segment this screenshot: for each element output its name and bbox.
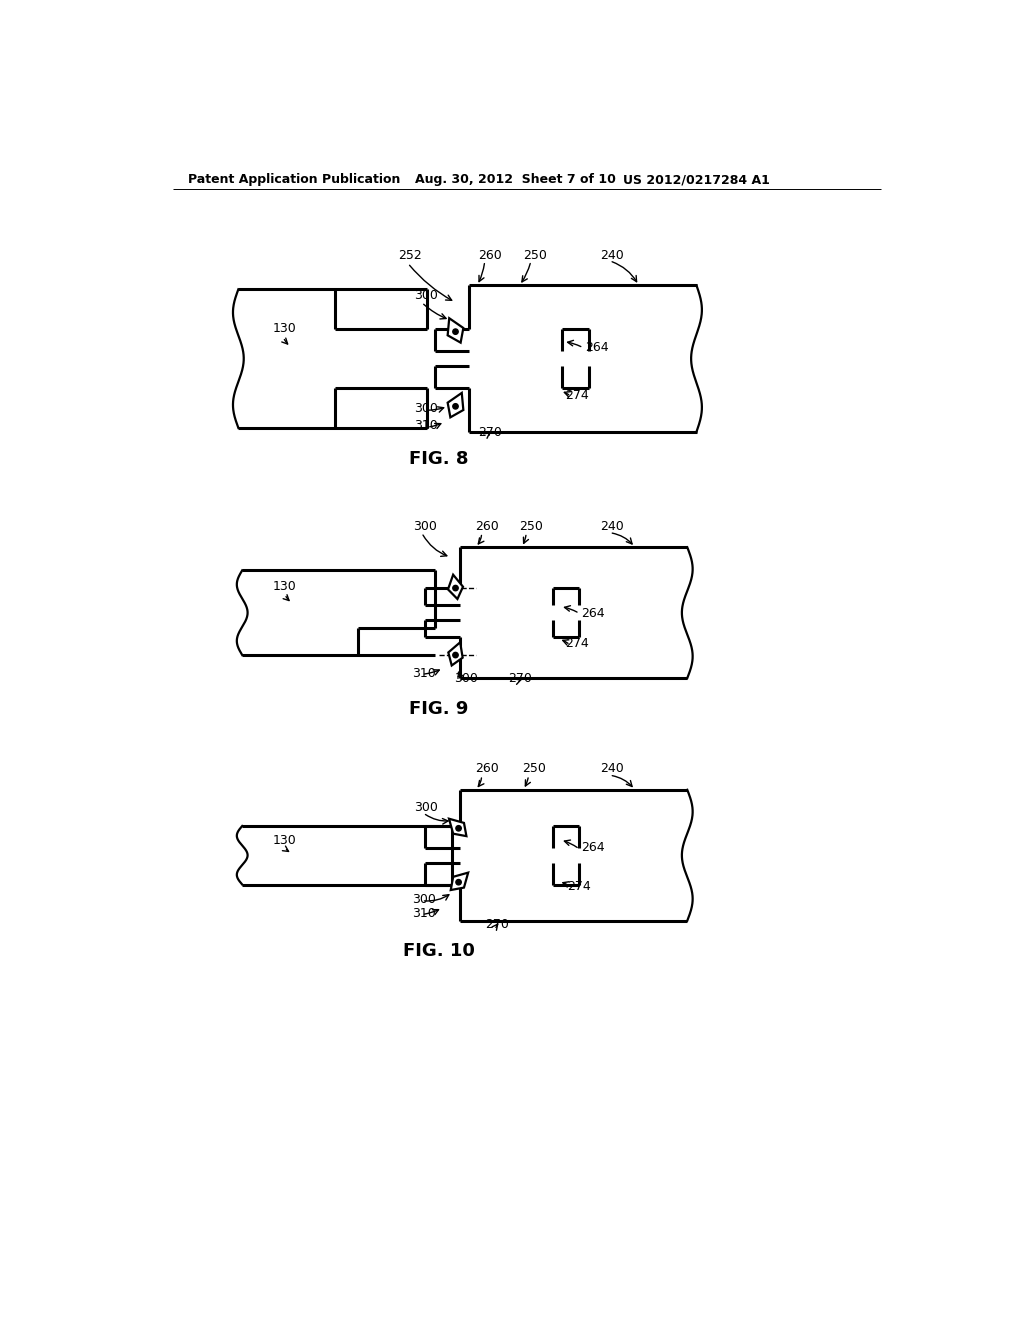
Polygon shape bbox=[447, 393, 463, 417]
Text: 250: 250 bbox=[521, 762, 546, 775]
Text: 260: 260 bbox=[475, 520, 500, 532]
Polygon shape bbox=[449, 643, 463, 665]
Polygon shape bbox=[447, 318, 463, 343]
Circle shape bbox=[453, 652, 458, 657]
Text: FIG. 9: FIG. 9 bbox=[409, 700, 468, 718]
Text: 240: 240 bbox=[600, 762, 624, 775]
Circle shape bbox=[453, 329, 458, 334]
Text: 130: 130 bbox=[273, 322, 297, 335]
Text: 250: 250 bbox=[523, 248, 547, 261]
Text: 264: 264 bbox=[581, 607, 604, 619]
Text: 250: 250 bbox=[519, 520, 544, 532]
Text: 300: 300 bbox=[454, 672, 478, 685]
Text: 252: 252 bbox=[398, 248, 422, 261]
Text: 240: 240 bbox=[600, 248, 624, 261]
Polygon shape bbox=[449, 818, 466, 836]
Text: Aug. 30, 2012  Sheet 7 of 10: Aug. 30, 2012 Sheet 7 of 10 bbox=[416, 173, 616, 186]
Text: 300: 300 bbox=[414, 289, 438, 301]
Text: 260: 260 bbox=[475, 762, 500, 775]
Text: 310: 310 bbox=[414, 420, 437, 433]
Text: 274: 274 bbox=[565, 638, 590, 651]
Text: 274: 274 bbox=[565, 388, 590, 401]
Text: 300: 300 bbox=[414, 403, 438, 416]
Circle shape bbox=[456, 825, 461, 832]
Text: 270: 270 bbox=[484, 919, 509, 932]
Text: 240: 240 bbox=[600, 520, 624, 532]
Text: 264: 264 bbox=[585, 341, 608, 354]
Text: 274: 274 bbox=[567, 880, 591, 892]
Circle shape bbox=[453, 404, 458, 409]
Text: 270: 270 bbox=[478, 425, 503, 438]
Polygon shape bbox=[447, 574, 463, 599]
Text: 300: 300 bbox=[412, 894, 435, 906]
Text: 310: 310 bbox=[412, 667, 435, 680]
Circle shape bbox=[453, 585, 458, 591]
Circle shape bbox=[456, 879, 461, 884]
Text: 130: 130 bbox=[273, 834, 297, 846]
Text: 270: 270 bbox=[508, 672, 531, 685]
Text: 300: 300 bbox=[413, 520, 437, 532]
Text: 310: 310 bbox=[412, 907, 435, 920]
Polygon shape bbox=[451, 873, 468, 890]
Text: FIG. 8: FIG. 8 bbox=[409, 450, 468, 467]
Text: 260: 260 bbox=[478, 248, 503, 261]
Text: FIG. 10: FIG. 10 bbox=[402, 942, 474, 961]
Text: 264: 264 bbox=[581, 841, 604, 854]
Text: US 2012/0217284 A1: US 2012/0217284 A1 bbox=[624, 173, 770, 186]
Text: 300: 300 bbox=[414, 801, 438, 813]
Text: 130: 130 bbox=[273, 579, 297, 593]
Text: Patent Application Publication: Patent Application Publication bbox=[188, 173, 400, 186]
